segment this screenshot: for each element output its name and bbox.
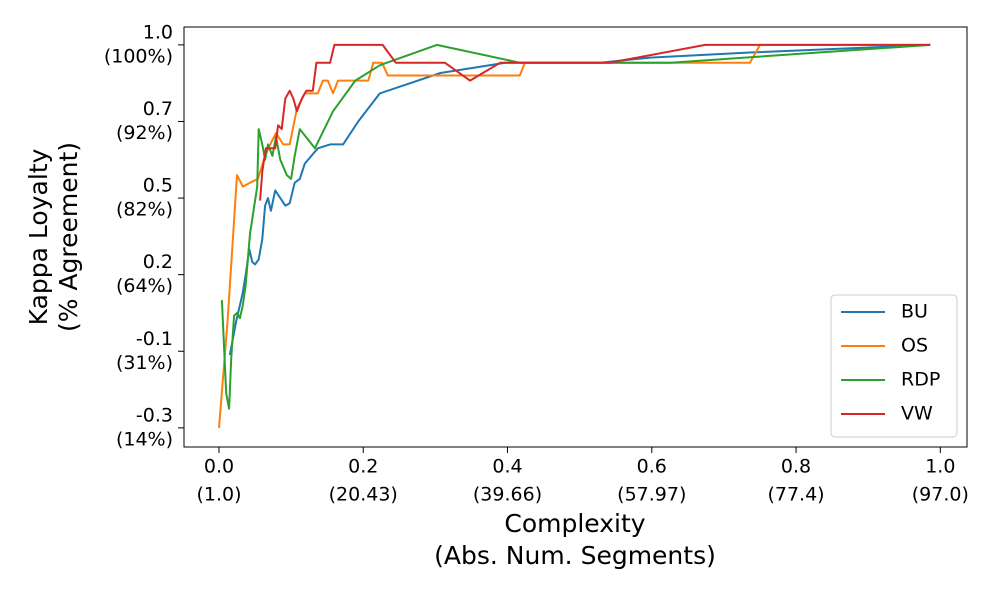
x-tick-label: 0.8 (781, 456, 811, 478)
y-tick-label: 0.7 (143, 98, 173, 120)
x-axis-subtitle: (Abs. Num. Segments) (434, 541, 716, 570)
y-axis-subtitle: (% Agreement) (54, 142, 83, 332)
y-tick-label: (92%) (116, 122, 173, 144)
x-tick-label: (20.43) (329, 484, 398, 506)
y-tick-label: (82%) (116, 199, 173, 221)
plot-frame (183, 26, 968, 448)
y-tick-label: (31%) (116, 352, 173, 374)
x-tick-label: (1.0) (196, 484, 241, 506)
y-tick-label: -0.3 (136, 404, 173, 426)
x-tick-label: 0.4 (492, 456, 522, 478)
x-tick-label: 0.6 (637, 456, 667, 478)
legend-label: BU (901, 301, 928, 323)
x-tick-label: (77.4) (767, 484, 824, 506)
series-line (218, 43, 931, 428)
y-tick-label: 0.5 (143, 175, 173, 197)
legend-label: VW (901, 403, 933, 425)
y-tick-label: (100%) (104, 45, 173, 67)
x-tick-label: 0.2 (348, 456, 378, 478)
y-tick-label: (64%) (116, 275, 173, 297)
series-line (228, 43, 931, 356)
y-tick-label: 1.0 (143, 21, 173, 43)
y-tick-label: (14%) (116, 428, 173, 450)
y-tick-label: 0.2 (143, 251, 173, 273)
x-tick-label: 1.0 (925, 456, 955, 478)
x-tick-label: (39.66) (473, 484, 542, 506)
x-tick-label: (97.0) (912, 484, 969, 506)
series-line (220, 43, 931, 410)
x-axis-title: Complexity (504, 509, 645, 538)
y-tick-label: -0.1 (136, 328, 173, 350)
series-line (259, 43, 931, 201)
y-axis-title: Kappa Loyalty (24, 148, 53, 325)
x-tick-label: (57.97) (617, 484, 686, 506)
legend-label: RDP (901, 369, 940, 391)
x-tick-label: 0.0 (204, 456, 234, 478)
legend-box (830, 294, 958, 438)
legend-label: OS (901, 335, 928, 357)
